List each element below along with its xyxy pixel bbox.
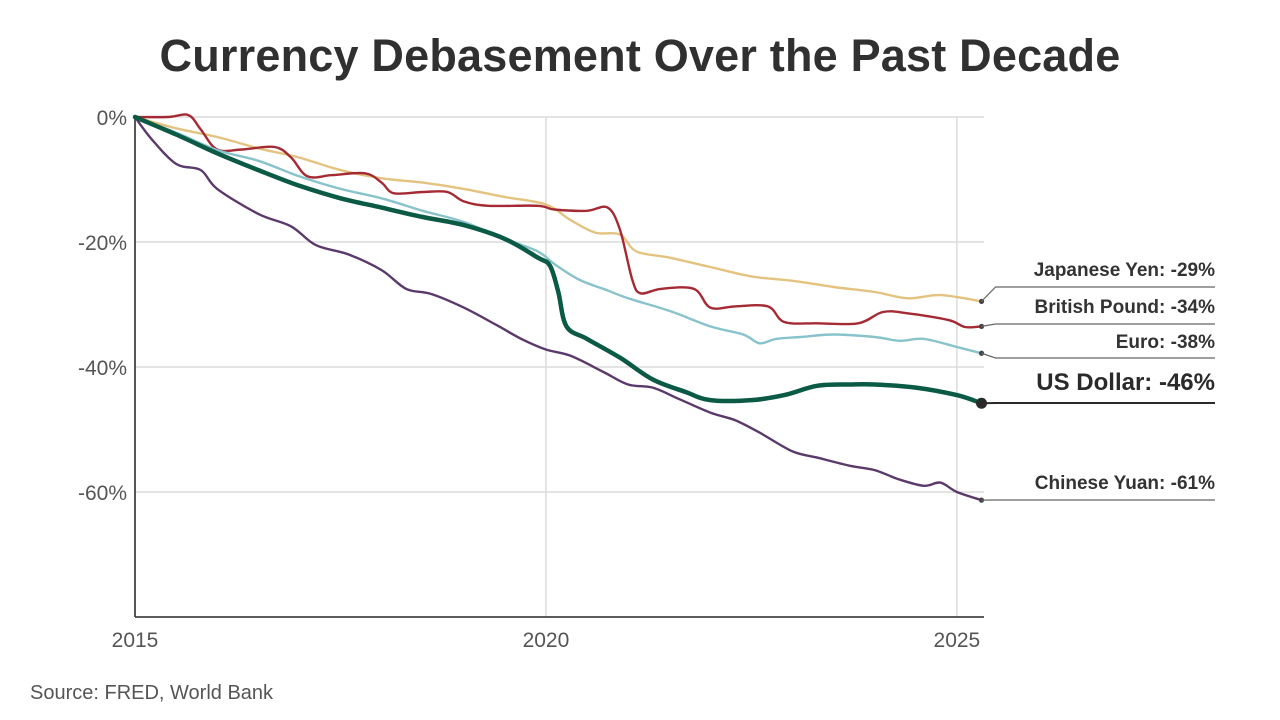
y-tick-label: -40% xyxy=(78,357,127,380)
series-leader-line-japanese-yen xyxy=(981,286,1215,302)
source-note: Source: FRED, World Bank xyxy=(30,682,274,704)
y-tick-label: 0% xyxy=(97,107,127,130)
chart-title: Currency Debasement Over the Past Decade xyxy=(159,30,1121,81)
y-tick-label: -60% xyxy=(78,482,127,505)
x-tick-label: 2015 xyxy=(112,629,159,652)
series-leader-line-british-pound xyxy=(981,323,1215,327)
x-tick-label: 2020 xyxy=(523,629,570,652)
series-label-japanese-yen: Japanese Yen: -29% xyxy=(1034,260,1215,281)
y-tick-label: -20% xyxy=(78,232,127,255)
series-label-euro: Euro: -38% xyxy=(1116,332,1215,353)
series-line-british-pound xyxy=(133,113,983,329)
series-line-us-dollar xyxy=(132,114,984,406)
series-line-japanese-yen xyxy=(133,115,983,303)
series-line-euro xyxy=(133,115,983,355)
series-label-us-dollar: US Dollar: -46% xyxy=(1036,369,1215,396)
series-leader-line-euro xyxy=(981,352,1215,359)
series-line-chinese-yuan xyxy=(133,115,983,502)
series-label-british-pound: British Pound: -34% xyxy=(1034,297,1215,318)
x-tick-label: 2025 xyxy=(934,629,981,652)
series-label-chinese-yuan: Chinese Yuan: -61% xyxy=(1035,473,1215,494)
